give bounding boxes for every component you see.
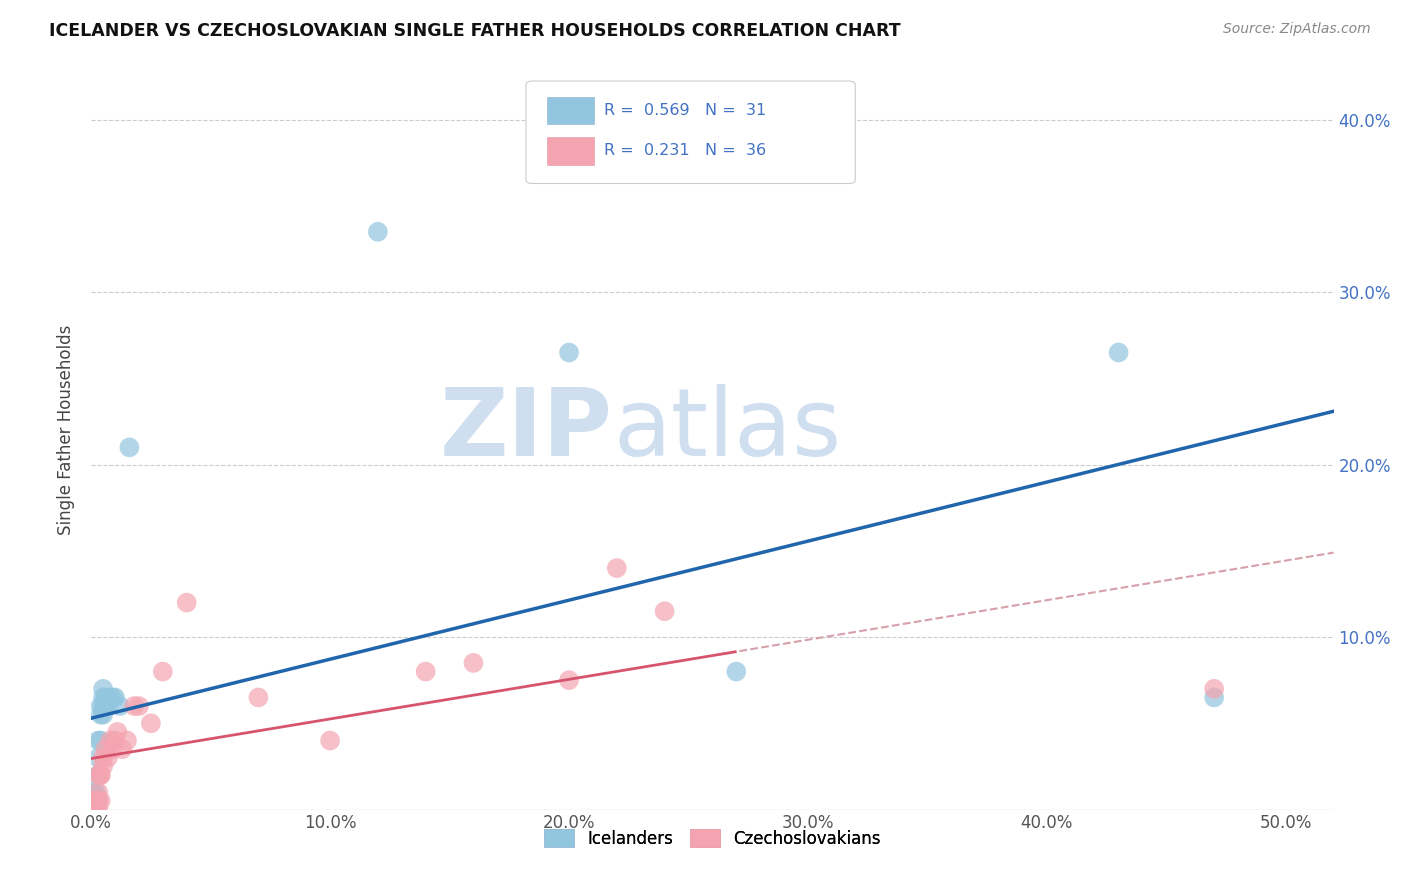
Point (94, 690, 117, 705)
Point (87, 794, 110, 808)
Point (84, 794, 107, 808)
Point (98, 690, 121, 705)
Point (90, 699, 112, 714)
Point (83, 803, 105, 817)
Point (1108, 345, 1130, 359)
Point (122, 699, 145, 714)
Point (319, 733, 342, 747)
Point (84, 803, 107, 817)
Text: ICELANDER VS CZECHOSLOVAKIAN SINGLE FATHER HOUSEHOLDS CORRELATION CHART: ICELANDER VS CZECHOSLOVAKIAN SINGLE FATH… (49, 22, 901, 40)
Point (91, 707, 114, 722)
Point (558, 673, 581, 688)
Point (98, 733, 121, 747)
Point (84, 785, 107, 799)
Point (115, 733, 138, 747)
Point (176, 596, 198, 610)
Text: R =  0.569   N =  31: R = 0.569 N = 31 (605, 103, 766, 118)
FancyBboxPatch shape (547, 97, 595, 124)
Point (654, 604, 676, 618)
Point (90, 768, 112, 782)
Point (1204, 681, 1226, 696)
Point (91, 690, 114, 705)
Point (128, 699, 150, 714)
Point (90, 707, 112, 722)
Point (83, 803, 105, 817)
Point (91, 699, 114, 714)
Point (87, 733, 110, 747)
Point (367, 225, 389, 239)
Text: R =  0.231   N =  36: R = 0.231 N = 36 (605, 144, 766, 159)
Point (152, 665, 174, 679)
Point (87, 751, 110, 765)
Point (94, 742, 117, 756)
Text: Source: ZipAtlas.com: Source: ZipAtlas.com (1223, 22, 1371, 37)
Point (91, 751, 114, 765)
Point (90, 768, 112, 782)
Point (84, 803, 107, 817)
Point (247, 690, 270, 705)
Point (1204, 690, 1226, 705)
Point (107, 725, 129, 739)
Point (87, 768, 110, 782)
Point (91, 759, 114, 773)
Point (97, 699, 120, 714)
Point (87, 794, 110, 808)
Point (101, 742, 124, 756)
Point (87, 803, 110, 817)
Point (83, 794, 105, 808)
Text: ZIP: ZIP (440, 384, 613, 476)
Point (90, 733, 112, 747)
Point (87, 768, 110, 782)
Point (94, 699, 117, 714)
Point (118, 441, 141, 455)
Point (87, 785, 110, 799)
Point (463, 656, 485, 670)
Text: atlas: atlas (613, 384, 841, 476)
Point (415, 665, 437, 679)
Point (90, 794, 112, 808)
Point (606, 561, 628, 575)
Point (104, 733, 127, 747)
Point (91, 681, 114, 696)
Point (97, 751, 120, 765)
Point (83, 803, 105, 817)
Point (725, 665, 748, 679)
Point (83, 785, 105, 799)
Legend: Icelanders, Czechoslovakians: Icelanders, Czechoslovakians (537, 822, 887, 855)
Point (84, 794, 107, 808)
Point (104, 690, 127, 705)
Point (83, 794, 105, 808)
Point (84, 794, 107, 808)
Y-axis label: Single Father Households: Single Father Households (58, 325, 75, 535)
FancyBboxPatch shape (547, 137, 595, 164)
Point (108, 699, 131, 714)
Point (83, 794, 105, 808)
Point (101, 690, 124, 705)
FancyBboxPatch shape (526, 81, 855, 184)
Point (111, 742, 134, 756)
Point (558, 345, 581, 359)
Point (139, 716, 162, 731)
